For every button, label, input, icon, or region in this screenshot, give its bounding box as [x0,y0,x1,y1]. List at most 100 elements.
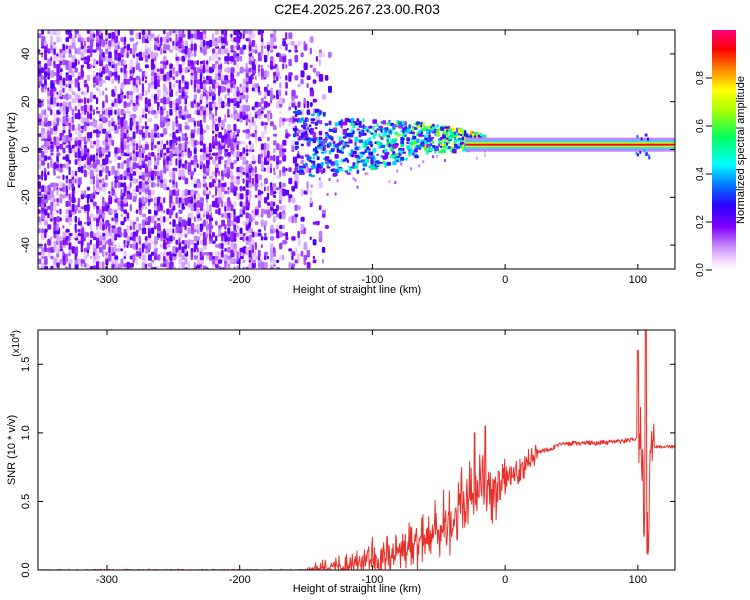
heatmap-cell [260,131,265,140]
heatmap-cell [208,225,214,229]
heatmap-cell [328,51,332,58]
heatmap-cell [368,125,373,129]
heatmap-cell [196,247,199,253]
heatmap-cell [338,136,342,142]
heatmap-cell [92,265,97,269]
heatmap-cell [251,39,256,47]
heatmap-cell [356,161,359,165]
heatmap-cell [132,131,136,139]
heatmap-cell [354,122,360,126]
heatmap-cell [221,34,226,38]
heatmap-cell [215,152,219,157]
heatmap-cell [321,213,326,218]
heatmap-cell [65,185,68,193]
heatmap-cell [111,60,115,65]
heatmap-cell [92,118,96,122]
heatmap-cell [374,157,377,162]
heatmap-cell [86,30,91,34]
heatmap-cell [257,52,262,58]
heatmap-cell [334,154,339,159]
heatmap-cell [282,53,286,57]
heatmap-cell [144,197,148,203]
heatmap-cell [135,209,139,214]
heatmap-cell [74,223,77,231]
heatmap-cell [300,143,304,147]
heatmap-cell [370,155,375,159]
heatmap-cell [163,182,167,188]
heatmap-cell [193,167,197,172]
heatmap-cell [114,147,119,154]
heatmap-cell [370,143,373,148]
heatmap-cell [96,156,99,160]
heatmap-cell [233,258,237,265]
heatmap-cell [147,225,151,229]
heatmap-cell [294,49,298,53]
heatmap-cell [138,78,141,86]
heatmap-cell [138,235,141,241]
heatmap-cell [172,121,175,127]
heatmap-cell [175,239,179,245]
heatmap-cell [196,163,199,168]
heatmap-cell [420,124,423,128]
heatmap-cell [123,131,127,139]
heatmap-cell [178,67,183,73]
heatmap-cell [166,60,169,65]
heatmap-cell [326,136,329,140]
heatmap-cell [257,262,262,268]
heatmap-cell [215,108,218,117]
heatmap-cell [334,192,337,196]
heatmap-cell [141,86,145,93]
heatmap-cell [239,151,243,157]
heatmap-cell [178,79,182,84]
heatmap-cell [364,172,367,176]
heatmap-cell [288,197,291,203]
heatmap-cell [120,248,124,252]
heatmap-cell [187,147,190,154]
heatmap-cell [71,70,75,78]
heatmap-cell [53,113,58,119]
heatmap-cell [242,32,245,39]
heatmap-cell [96,255,101,260]
heatmap-cell [208,204,212,212]
heatmap-cell [366,129,369,133]
heatmap-cell [172,30,176,34]
heatmap-cell [68,216,73,222]
heatmap-cell [236,129,240,134]
heatmap-cell [239,193,244,200]
heatmap-cell [105,87,108,91]
heatmap-cell [53,47,56,55]
heatmap-cell [276,225,280,229]
heatmap-cell [254,242,257,250]
heatmap-cell [230,82,234,88]
heatmap-cell [266,192,270,200]
heatmap-cell [65,200,69,207]
heatmap-cell [227,190,230,195]
heatmap-cell [135,32,140,39]
heatmap-cell [157,158,160,166]
heatmap-cell [233,243,237,249]
heatmap-cell [224,86,227,92]
heatmap-cell [147,30,151,36]
heatmap-cell [138,223,142,231]
heatmap-cell [303,41,306,46]
heatmap-cell [193,120,196,127]
heatmap-cell [350,117,355,122]
heatmap-cell [80,91,85,95]
heatmap-cell [108,223,111,231]
heatmap-cell [279,205,283,210]
heatmap-cell [102,212,105,219]
heatmap-cell [215,163,219,168]
heatmap-cell [135,151,139,158]
heatmap-cell [424,140,427,144]
heatmap-cell [460,139,463,143]
heatmap-cell [160,215,164,223]
heatmap-cell [356,169,360,174]
heatmap-cell [279,190,284,195]
heatmap-cell [92,140,97,145]
heatmap-cell [77,94,81,100]
heatmap-cell [65,114,69,118]
heatmap-cell [273,32,276,39]
heatmap-cell [400,136,405,141]
heatmap-cell [117,30,120,36]
heatmap-cell [99,206,103,210]
